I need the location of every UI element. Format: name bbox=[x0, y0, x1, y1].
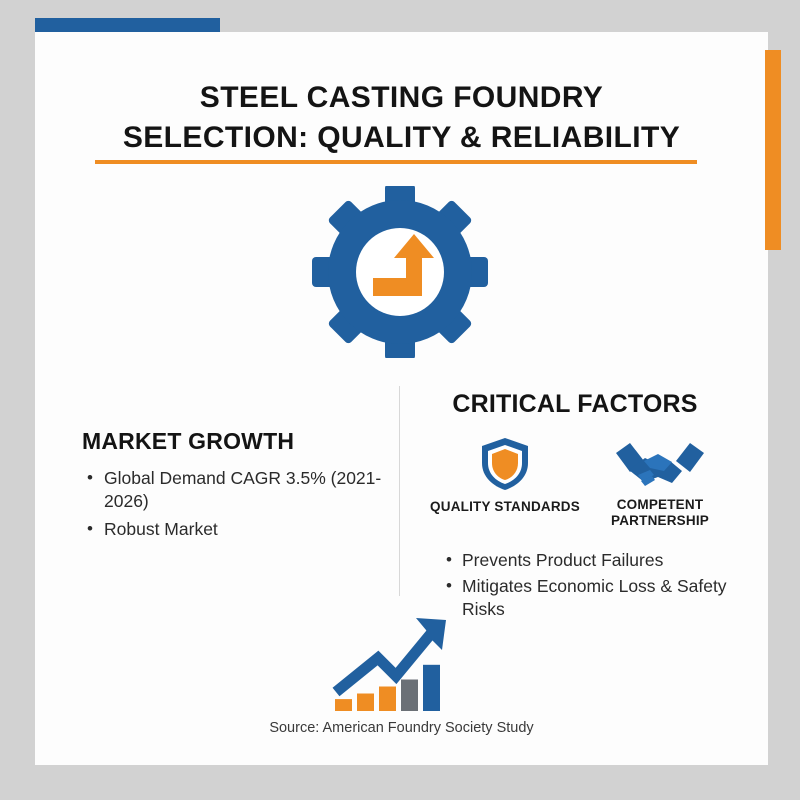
critical-factor-partnership-label: COMPETENT PARTNERSHIP bbox=[590, 497, 730, 529]
chart-bar bbox=[423, 664, 440, 711]
handshake-icon bbox=[590, 435, 730, 493]
critical-factor-partnership-label-line2: PARTNERSHIP bbox=[611, 513, 709, 528]
growth-bar-chart bbox=[330, 608, 475, 714]
list-item: Robust Market bbox=[87, 517, 382, 541]
column-divider bbox=[399, 386, 400, 596]
source-caption: Source: American Foundry Society Study bbox=[269, 720, 534, 736]
market-growth-heading: MARKET GROWTH bbox=[82, 428, 295, 454]
chart-bar bbox=[379, 686, 396, 711]
title-underline bbox=[95, 160, 697, 164]
gear-growth-icon bbox=[305, 184, 495, 360]
list-item: Prevents Product Failures bbox=[446, 548, 730, 572]
page-title: STEEL CASTING FOUNDRY SELECTION: QUALITY… bbox=[60, 78, 743, 158]
critical-factor-quality-label: QUALITY STANDARDS bbox=[430, 499, 580, 514]
critical-factor-partnership-label-line1: COMPETENT bbox=[616, 497, 704, 512]
market-growth-section: MARKET GROWTH Global Demand CAGR 3.5% (2… bbox=[82, 428, 382, 546]
content-card bbox=[35, 32, 768, 765]
critical-factors-heading: CRITICAL FACTORS bbox=[452, 390, 698, 418]
critical-factors-icons: QUALITY STANDARDS bbox=[420, 435, 730, 535]
shield-icon bbox=[420, 435, 590, 493]
title-line-2: SELECTION: QUALITY & RELIABILITY bbox=[122, 121, 681, 154]
top-accent-bar bbox=[35, 18, 220, 34]
list-item: Global Demand CAGR 3.5% (2021-2026) bbox=[87, 466, 382, 513]
list-item: Mitigates Economic Loss & Safety Risks bbox=[446, 574, 730, 621]
right-accent-bar bbox=[765, 50, 781, 250]
critical-factor-quality: QUALITY STANDARDS bbox=[420, 435, 590, 515]
critical-factor-partnership: COMPETENT PARTNERSHIP bbox=[590, 435, 730, 529]
chart-bar bbox=[401, 679, 418, 711]
title-line-1: STEEL CASTING FOUNDRY bbox=[199, 81, 604, 114]
chart-bar bbox=[335, 699, 352, 711]
critical-factors-list: Prevents Product Failures Mitigates Econ… bbox=[420, 548, 730, 621]
chart-bar bbox=[357, 693, 374, 711]
critical-factors-section: CRITICAL FACTORS QUALITY STANDARDS bbox=[420, 390, 730, 624]
market-growth-list: Global Demand CAGR 3.5% (2021-2026) Robu… bbox=[82, 466, 382, 541]
